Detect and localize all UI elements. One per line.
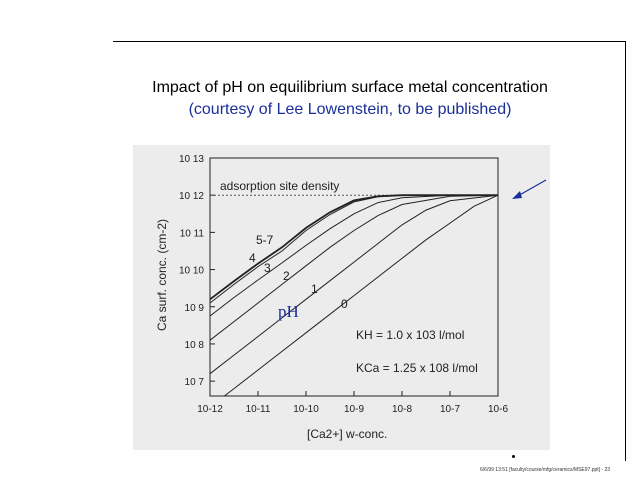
series-line-4 — [209, 194, 498, 304]
x-tick-label: 10-6 — [488, 404, 508, 415]
y-tick-label: 10 7 — [185, 377, 205, 388]
slide-title: Impact of pH on equilibrium surface meta… — [152, 79, 548, 96]
x-tick-label: 10-12 — [197, 404, 223, 415]
x-axis-label: [Ca2+] w-conc. — [307, 427, 387, 441]
y-axis-label: Ca surf. conc. (cm-2) — [155, 219, 169, 331]
slide-subtitle: (courtesy of Lee Lowenstein, to be publi… — [188, 101, 512, 118]
y-tick-label: 10 13 — [179, 154, 204, 165]
y-tick-label: 10 10 — [179, 266, 204, 277]
ph-label: pH — [278, 302, 299, 321]
saturation-label: adsorption site density — [220, 179, 339, 193]
series-label-4: 4 — [249, 251, 256, 265]
x-tick-label: 10-8 — [392, 404, 412, 415]
series-label-5-7: 5-7 — [256, 233, 274, 247]
series-label-0: 0 — [341, 297, 348, 311]
series-line-3 — [209, 194, 498, 317]
x-tick-label: 10-7 — [440, 404, 460, 415]
series-line-0 — [224, 194, 499, 397]
slide-footer: 6/6/99 13:51 [faculty/course/mfg/ceramic… — [480, 467, 611, 473]
kca-label: KCa = 1.25 x 108 l/mol — [356, 361, 478, 375]
series-label-1: 1 — [311, 282, 318, 296]
y-tick-label: 10 12 — [179, 191, 204, 202]
series-label-2: 2 — [283, 269, 290, 283]
x-tick-label: 10-10 — [293, 404, 319, 415]
y-tick-label: 10 8 — [185, 340, 205, 351]
slide-frame-top — [113, 41, 626, 42]
series-label-3: 3 — [264, 261, 271, 275]
curves-group — [209, 194, 499, 397]
arrow-head — [512, 191, 522, 199]
arrow-annotation — [512, 179, 547, 199]
labels-group: 10-12 10-11 10-10 10-9 10-8 10-7 10-6 10 7 10 8 1… — [179, 154, 508, 415]
arrow-shaft — [515, 179, 547, 198]
footer-dot — [512, 455, 515, 458]
x-tick-label: 10-9 — [344, 404, 364, 415]
series-line-1 — [209, 194, 499, 375]
series-line-2 — [209, 194, 499, 341]
y-tick-label: 10 9 — [185, 303, 205, 314]
y-tick-label: 10 11 — [180, 228, 205, 239]
slide-frame-right — [625, 41, 626, 461]
x-tick-label: 10-11 — [246, 404, 271, 415]
kh-label: KH = 1.0 x 103 l/mol — [356, 328, 464, 342]
